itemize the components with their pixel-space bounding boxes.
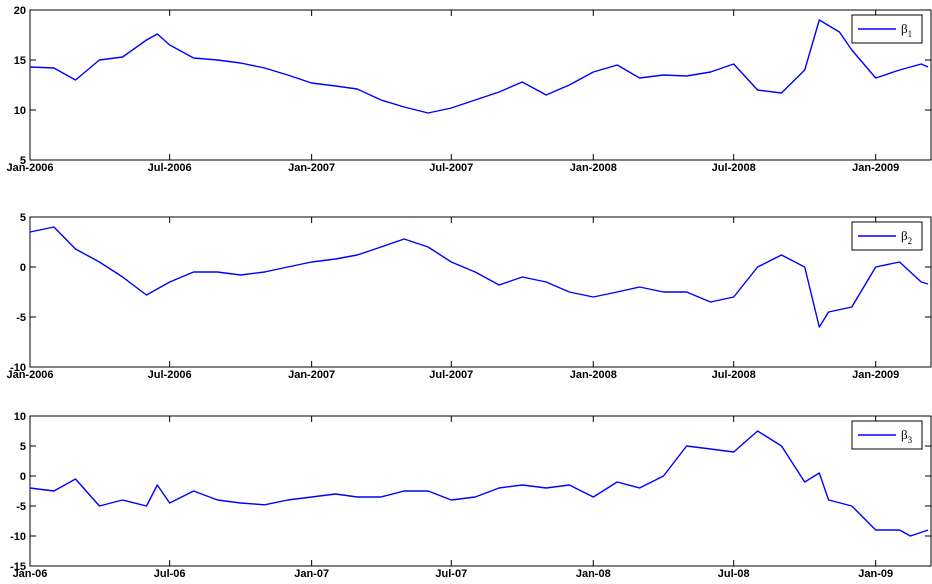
y-tick-label: -15 [10, 561, 26, 573]
x-tick-label: Jan-08 [576, 568, 611, 580]
y-tick-label: 5 [20, 441, 26, 453]
legend-label: β1 [901, 21, 912, 39]
x-tick-label: Jul-07 [435, 568, 467, 580]
legend-symbol: β [901, 228, 908, 243]
plot-area [29, 216, 932, 368]
legend-label: β2 [901, 228, 912, 246]
series-line [29, 430, 929, 537]
x-tick-label: Jul-2007 [429, 369, 473, 381]
y-tick-label: -5 [16, 501, 26, 513]
x-tick-label: Jan-2008 [570, 369, 617, 381]
y-tick-label: 10 [14, 105, 26, 117]
x-tick-label: Jan-09 [858, 568, 893, 580]
x-tick-label: Jan-2007 [288, 162, 335, 174]
y-tick-label: 10 [14, 411, 26, 423]
x-tick-label: Jan-2009 [852, 369, 899, 381]
x-tick-label: Jul-2007 [429, 162, 473, 174]
legend-symbol: β [901, 427, 908, 442]
y-tick-label: -5 [16, 312, 26, 324]
y-tick-label: -10 [10, 362, 26, 374]
x-tick-label: Jan-2009 [852, 162, 899, 174]
x-tick-label: Jan-06 [13, 568, 48, 580]
y-tick-label: 20 [14, 5, 26, 17]
series-line [29, 226, 929, 328]
chart-panel-2: -10 -5 0 5 Jan-2006 Jul-2006 Jan-2007 Jul-2007 J… [6, 212, 932, 381]
x-tick-label: Jan-2007 [288, 369, 335, 381]
plot-area [29, 9, 932, 161]
chart-panel-3: -15 -10 -5 0 5 10 Jan-06 Jul-06 Jan-07 Jul-07 Jan-… [10, 411, 932, 580]
y-tick-label: 5 [20, 155, 26, 167]
series-line [29, 19, 929, 114]
x-tick-label: Jan-2006 [6, 369, 53, 381]
legend: β3 [851, 420, 923, 450]
x-tick-label: Jan-2008 [570, 162, 617, 174]
legend-subscript: 1 [908, 29, 913, 39]
y-tick-label: -10 [10, 531, 26, 543]
legend-subscript: 3 [908, 435, 913, 445]
x-tick-label: Jul-08 [718, 568, 750, 580]
y-tick-label: 0 [20, 262, 26, 274]
y-tick-label: 0 [20, 471, 26, 483]
legend-label: β3 [901, 427, 913, 445]
y-tick-label: 15 [14, 55, 26, 67]
x-tick-label: Jul-2008 [712, 162, 756, 174]
x-tick-label: Jul-2008 [712, 369, 756, 381]
legend-symbol: β [901, 21, 908, 36]
x-tick-label: Jul-2006 [148, 369, 192, 381]
legend: β1 [851, 14, 923, 44]
x-tick-label: Jan-07 [294, 568, 329, 580]
x-tick-label: Jul-06 [154, 568, 186, 580]
x-tick-label: Jan-2006 [6, 162, 53, 174]
chart-panel-1: 5 10 15 20 Jan-2006 Jul-2006 Jan-2007 Jul-2007 J… [6, 5, 932, 174]
x-tick-label: Jul-2006 [148, 162, 192, 174]
plot-area [29, 415, 932, 567]
legend: β2 [851, 221, 923, 251]
y-tick-label: 5 [20, 212, 26, 224]
legend-subscript: 2 [908, 236, 913, 246]
